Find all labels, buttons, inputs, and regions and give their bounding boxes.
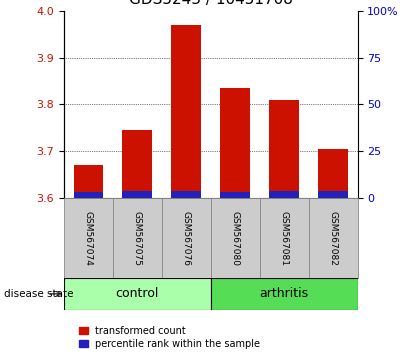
Bar	[319, 191, 348, 198]
Bar	[220, 192, 250, 198]
Bar	[64, 278, 210, 310]
Bar	[122, 130, 152, 198]
Bar	[270, 191, 299, 198]
Bar	[220, 88, 250, 198]
Bar	[162, 198, 211, 278]
Title: GDS5243 / 10451708: GDS5243 / 10451708	[129, 0, 293, 7]
Bar	[309, 198, 358, 278]
Bar	[64, 198, 113, 278]
Bar	[74, 192, 103, 198]
Bar	[211, 278, 358, 310]
Text: arthritis: arthritis	[259, 287, 309, 300]
Text: GSM567074: GSM567074	[84, 211, 93, 266]
Text: GSM567076: GSM567076	[182, 211, 191, 266]
Legend: transformed count, percentile rank within the sample: transformed count, percentile rank withi…	[79, 326, 261, 349]
Text: control: control	[115, 287, 159, 300]
Bar	[319, 149, 348, 198]
Bar	[113, 198, 162, 278]
Text: disease state: disease state	[4, 289, 74, 299]
Text: GSM567082: GSM567082	[328, 211, 337, 266]
Text: GSM567075: GSM567075	[133, 211, 142, 266]
Bar	[74, 165, 103, 198]
Bar	[171, 25, 201, 198]
Text: GSM567080: GSM567080	[231, 211, 240, 266]
Bar	[260, 198, 309, 278]
Bar	[122, 191, 152, 198]
Text: GSM567081: GSM567081	[279, 211, 289, 266]
Bar	[211, 198, 260, 278]
Bar	[171, 191, 201, 198]
Bar	[270, 100, 299, 198]
